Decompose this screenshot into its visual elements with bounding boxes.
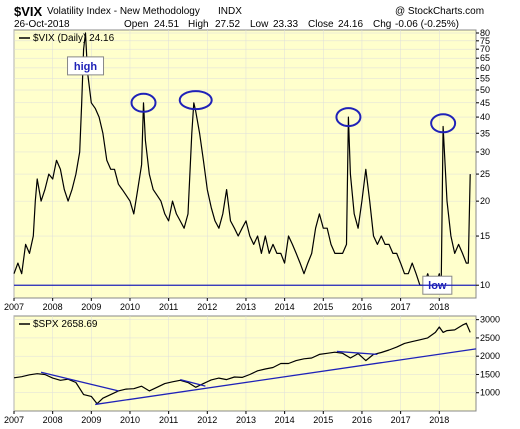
chart-date: 26-Oct-2018: [14, 19, 70, 30]
panel-1-y-tick-label: 1500: [480, 369, 500, 379]
panel-0-y-tick-label: 75: [480, 36, 490, 46]
panel-0-x-tick-label: 2016: [352, 302, 372, 312]
panel-1-x-tick-label: 2017: [391, 415, 411, 425]
spike-circle: [430, 113, 457, 134]
panel-0-y-tick-label: 40: [480, 112, 490, 122]
trendline: [95, 348, 477, 406]
panel-1-x-tick-label: 2016: [352, 415, 372, 425]
low-label: Low: [250, 19, 269, 30]
low-value: 23.33: [273, 19, 299, 30]
panel-0-x-tick-label: 2009: [81, 302, 101, 312]
panel-1-y-tick-label: 3000: [480, 315, 500, 325]
panel-0-legend-text: $VIX (Daily) 24.16: [33, 33, 115, 44]
panel-0-y-tick-label: 50: [480, 85, 490, 95]
annotation-label-low: low: [428, 280, 447, 292]
panel-0-x-tick-label: 2018: [429, 302, 449, 312]
copyright-text: @ StockCharts.com: [395, 6, 485, 17]
annotation-label-high: high: [74, 61, 97, 73]
panel-1-x-tick-label: 2010: [120, 415, 140, 425]
panel-0-y-tick-label: 25: [480, 169, 490, 179]
panel-1-x-tick-label: 2007: [4, 415, 24, 425]
panel-0-x-tick-label: 2008: [43, 302, 63, 312]
chart-exchange: INDX: [218, 6, 242, 17]
spike-circle: [178, 90, 213, 111]
panel-1-y-tick-label: 2000: [480, 351, 500, 361]
close-label: Close: [308, 19, 334, 30]
panel-0-x-tick-label: 2017: [391, 302, 411, 312]
high-label: High: [188, 19, 209, 30]
close-value: 24.16: [338, 19, 364, 30]
panel-0-y-tick-label: 60: [480, 63, 490, 73]
spike-circle: [335, 107, 362, 128]
trendline: [40, 371, 119, 392]
panel-0-x-tick-label: 2013: [236, 302, 256, 312]
panel-1-x-tick-label: 2015: [313, 415, 333, 425]
panel-1-x-tick-label: 2009: [81, 415, 101, 425]
panel-1-x-tick-label: 2008: [43, 415, 63, 425]
chg-label: Chg: [373, 19, 392, 30]
panel-1-background: [13, 315, 477, 412]
panel-1-x-tick-label: 2012: [197, 415, 217, 425]
panel-1-y-tick-label: 2500: [480, 333, 500, 343]
panel-0-x-tick-label: 2010: [120, 302, 140, 312]
panel-1-x-tick-label: 2014: [275, 415, 295, 425]
panel-0-y-tick-label: 15: [480, 231, 490, 241]
open-label: Open: [124, 19, 149, 30]
panel-0-y-tick-label: 30: [480, 147, 490, 157]
panel-0-y-tick-label: 45: [480, 98, 490, 108]
open-value: 24.51: [154, 19, 180, 30]
panel-0-x-tick-label: 2011: [159, 302, 178, 312]
chart-symbol: $VIX: [14, 4, 43, 19]
panel-1-legend-text: $SPX 2658.69: [33, 319, 98, 330]
chart-name: Volatility Index - New Methodology: [47, 6, 200, 17]
panel-0-y-tick-label: 35: [480, 128, 490, 138]
panel-0-y-tick-label: 80: [480, 28, 490, 38]
trendline: [336, 350, 378, 356]
high-value: 27.52: [215, 19, 241, 30]
panel-0-x-tick-label: 2012: [197, 302, 217, 312]
panel-0-y-tick-label: 20: [480, 196, 490, 206]
panel-0-series-line: [13, 32, 471, 286]
panel-0-y-tick-label: 70: [480, 44, 490, 54]
panel-0-y-tick-label: 55: [480, 73, 490, 83]
panel-0-x-tick-label: 2015: [313, 302, 333, 312]
chg-value: -0.06 (-0.25%): [395, 19, 459, 30]
panel-1-x-tick-label: 2011: [159, 415, 178, 425]
panel-1-x-tick-label: 2013: [236, 415, 256, 425]
panel-0-x-tick-label: 2014: [275, 302, 295, 312]
spike-circle: [130, 92, 157, 113]
panel-0-x-tick-label: 2007: [4, 302, 24, 312]
panel-0-y-tick-label: 10: [480, 280, 490, 290]
trendline: [180, 378, 206, 387]
panel-1-series-line: [13, 322, 471, 405]
panel-1-x-tick-label: 2018: [429, 415, 449, 425]
panel-1-y-tick-label: 1000: [480, 388, 500, 398]
annotation-label-box: [67, 56, 105, 76]
panel-0-y-tick-label: 65: [480, 53, 490, 63]
